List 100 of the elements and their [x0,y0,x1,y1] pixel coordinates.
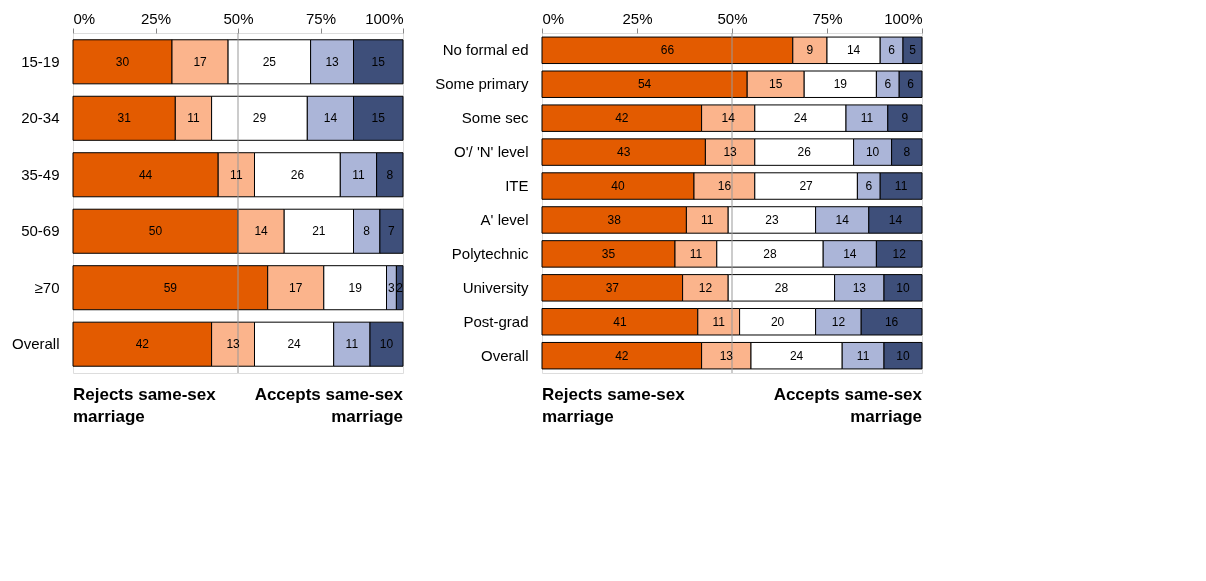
data-label: 11 [230,167,243,182]
data-label: 10 [379,337,394,352]
data-label: 21 [312,224,326,239]
data-label: 24 [287,337,302,352]
data-label: 7 [388,224,396,239]
data-label: 42 [135,337,150,352]
data-label: 27 [799,179,814,194]
text: Rejects same-sex marriage [73,385,217,426]
data-label: 9 [901,111,909,126]
data-label: 30 [115,54,130,69]
data-label: 14 [721,111,736,126]
y-tick-label: O'/ 'N' level [454,143,529,161]
data-label: 42 [615,348,629,363]
data-label: 29 [252,111,267,126]
y-tick-label: University [462,278,529,296]
data-label: 26 [290,167,305,182]
y-tick-label: Some sec [461,109,529,127]
data-label: 42 [615,111,629,126]
y-tick-label: Overall [480,346,529,364]
data-label: 9 [806,43,814,58]
data-label: 10 [896,280,910,295]
x-tick-label: 75% [812,9,843,27]
data-label: 28 [763,246,777,261]
data-label: 14 [888,212,903,227]
data-label: 37 [605,280,620,295]
data-label: 6 [865,179,873,194]
y-tick-label: No formal ed [442,41,529,59]
data-label: 24 [789,348,804,363]
data-label: 16 [717,179,732,194]
data-label: 50 [148,224,163,239]
data-label: 11 [689,246,703,261]
data-label: 2 [396,280,404,295]
y-tick-label: 20-34 [21,109,60,127]
data-label: 6 [888,43,896,58]
data-label: 8 [903,145,911,160]
data-label: 31 [117,111,132,126]
data-label: 28 [774,280,789,295]
data-label: 35 [601,246,616,261]
x-tick-label: 50% [223,9,254,27]
data-label: 24 [793,111,808,126]
data-label: 6 [907,77,915,92]
data-label: 14 [846,43,861,58]
data-label: 25 [262,54,277,69]
y-tick-label: Some primary [435,75,529,93]
data-label: 14 [835,212,850,227]
text: Accepts same-sex marriage [254,385,404,426]
data-label: 13 [325,54,340,69]
y-tick-label: ≥70 [34,278,60,296]
data-label: 38 [607,212,622,227]
y-tick-label: 15-19 [21,52,60,70]
data-label: 15 [371,54,386,69]
x-tick-label: 25% [622,9,653,27]
data-label: 23 [765,212,779,227]
data-label: 11 [894,179,908,194]
data-label: 16 [884,314,899,329]
text: Accepts same-sex marriage [773,385,923,426]
data-label: 11 [352,167,365,182]
data-label: 10 [896,348,910,363]
data-label: 19 [833,77,848,92]
data-label: 13 [723,145,738,160]
data-label: 13 [852,280,867,295]
x-tick-label: 100% [884,9,923,27]
data-label: 11 [701,212,714,227]
y-tick-label: Post-grad [463,312,529,330]
data-label: 5 [909,43,917,58]
data-label: 44 [138,167,153,182]
y-tick-label: ITE [505,177,529,195]
data-label: 13 [226,337,241,352]
x-tick-label: 25% [140,9,172,27]
data-label: 15 [371,111,386,126]
data-label: 40 [611,179,625,194]
x-tick-label: 100% [365,9,404,27]
data-label: 11 [187,111,200,126]
data-label: 11 [860,111,874,126]
data-label: 66 [660,43,675,58]
x-tick-label: 0% [542,9,565,27]
x-tick-label: 50% [717,9,748,27]
y-tick-label: Overall [11,335,60,353]
data-label: 26 [797,145,812,160]
data-label: 14 [254,224,269,239]
text: Rejects same-sex marriage [542,385,686,426]
data-label: 15 [769,77,783,92]
y-tick-label: 35-49 [21,165,60,183]
data-label: 43 [617,145,631,160]
data-label: 3 [388,280,396,295]
data-label: 11 [856,348,870,363]
data-label: 14 [843,246,857,261]
x-tick-label: 75% [305,9,337,27]
data-label: 54 [637,77,652,92]
y-tick-label: A' level [480,210,529,228]
x-tick-label: 0% [73,9,96,27]
data-label: 14 [323,111,338,126]
data-label: 41 [613,314,627,329]
data-label: 17 [193,54,208,69]
data-label: 11 [345,337,359,352]
data-label: 8 [363,224,371,239]
data-label: 12 [892,246,907,261]
data-label: 19 [348,280,363,295]
data-label: 6 [884,77,892,92]
data-label: 10 [865,145,880,160]
